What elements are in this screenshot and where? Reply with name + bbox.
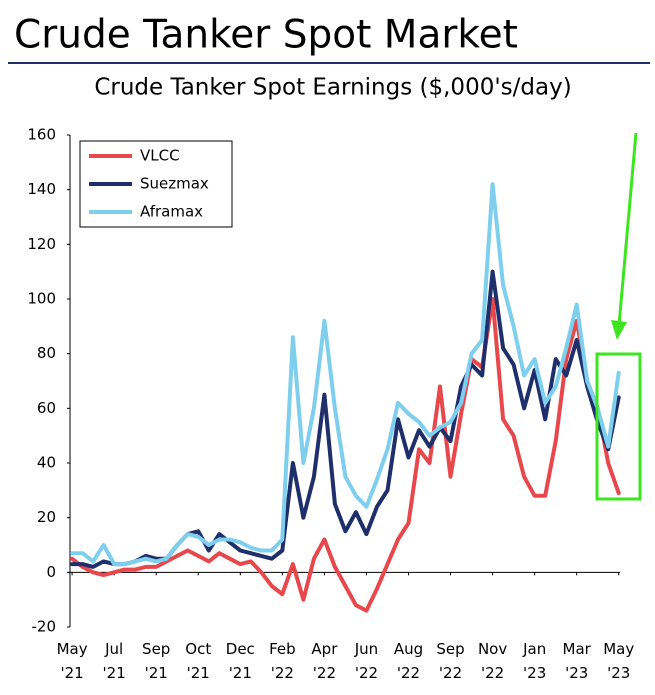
plot-area: -20 0 20 40 60 80 100 120 140 160 VLCC Suezmax Afram… bbox=[27, 126, 621, 636]
x-tick-label: Nov '22 bbox=[477, 640, 508, 682]
y-tick-label: 20 bbox=[37, 508, 56, 526]
series-line bbox=[70, 269, 621, 569]
x-tick-label: Aug '22 bbox=[393, 640, 424, 682]
legend-label: Aframax bbox=[140, 203, 203, 221]
y-tick-label: 100 bbox=[27, 290, 56, 308]
y-tick-label: 0 bbox=[46, 563, 56, 581]
y-tick-label: 140 bbox=[27, 180, 56, 198]
x-tick-label: Mar '23 bbox=[562, 640, 591, 682]
x-tick-label: Dec '21 bbox=[225, 640, 255, 682]
x-tick-label: May '21 bbox=[56, 640, 88, 682]
y-tick-label: 40 bbox=[37, 454, 56, 472]
legend-label: Suezmax bbox=[140, 175, 209, 193]
x-tick-label: Sep '21 bbox=[142, 640, 171, 682]
x-tick-label: Jul '21 bbox=[102, 640, 126, 682]
y-tick-label: 80 bbox=[37, 344, 56, 362]
x-tick-label: Sep '22 bbox=[436, 640, 465, 682]
highlight-box bbox=[595, 352, 642, 501]
y-tick-label: -20 bbox=[32, 618, 57, 636]
chart-title: Crude Tanker Spot Market bbox=[14, 13, 518, 58]
y-tick-label: 60 bbox=[37, 399, 56, 417]
arrow-head bbox=[611, 320, 627, 340]
y-tick-label: 120 bbox=[27, 235, 56, 253]
annotation-arrow bbox=[617, 132, 638, 326]
x-tick-label: Oct '21 bbox=[185, 640, 212, 682]
series-line bbox=[70, 297, 621, 613]
x-tick-label: May '23 bbox=[603, 640, 635, 682]
legend-label: VLCC bbox=[140, 147, 180, 165]
series-line bbox=[70, 182, 621, 567]
y-tick-label: 160 bbox=[27, 126, 56, 144]
x-tick-label: Apr '22 bbox=[311, 640, 338, 682]
x-tick-label: Jan '23 bbox=[523, 640, 547, 682]
chart-subtitle: Crude Tanker Spot Earnings ($,000's/day) bbox=[94, 75, 571, 101]
x-tick-label: Feb '22 bbox=[269, 640, 296, 682]
x-tick-label: Jun '22 bbox=[354, 640, 379, 682]
